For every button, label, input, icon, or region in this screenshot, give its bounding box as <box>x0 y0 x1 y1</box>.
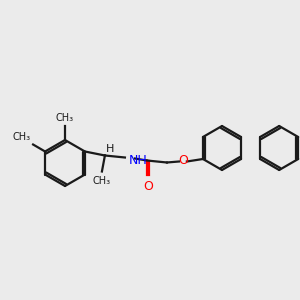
Text: CH₃: CH₃ <box>93 176 111 185</box>
Text: NH: NH <box>129 154 148 167</box>
Text: H: H <box>106 143 114 154</box>
Text: CH₃: CH₃ <box>13 133 31 142</box>
Text: CH₃: CH₃ <box>56 113 74 123</box>
Text: O: O <box>143 179 153 193</box>
Text: O: O <box>178 154 188 167</box>
